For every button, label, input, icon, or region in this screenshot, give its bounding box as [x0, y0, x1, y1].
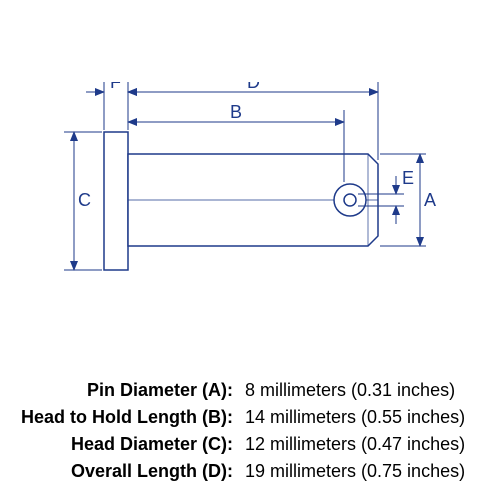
- spec-row: Overall Length (D): 19 millimeters (0.75…: [0, 461, 500, 482]
- spec-value: 8 millimeters (0.31 inches): [237, 380, 455, 401]
- spec-label: Pin Diameter (A):: [0, 380, 237, 401]
- dim-letter-d: D: [247, 82, 260, 92]
- dim-letter-a: A: [424, 190, 436, 210]
- spec-label: Head Diameter (C):: [0, 434, 237, 455]
- dim-letter-f: F: [110, 82, 121, 92]
- dim-letter-e: E: [402, 168, 414, 188]
- spec-value: 12 millimeters (0.47 inches): [237, 434, 465, 455]
- clevis-pin-diagram: F D B C A E: [64, 82, 438, 282]
- spec-row: Pin Diameter (A): 8 millimeters (0.31 in…: [0, 380, 500, 401]
- spec-row: Head Diameter (C): 12 millimeters (0.47 …: [0, 434, 500, 455]
- spec-row: Head to Hold Length (B): 14 millimeters …: [0, 407, 500, 428]
- spec-table: Pin Diameter (A): 8 millimeters (0.31 in…: [0, 380, 500, 488]
- dim-letter-c: C: [78, 190, 91, 210]
- spec-label: Overall Length (D):: [0, 461, 237, 482]
- spec-label: Head to Hold Length (B):: [0, 407, 237, 428]
- dim-letter-b: B: [230, 102, 242, 122]
- spec-value: 14 millimeters (0.55 inches): [237, 407, 465, 428]
- spec-value: 19 millimeters (0.75 inches): [237, 461, 465, 482]
